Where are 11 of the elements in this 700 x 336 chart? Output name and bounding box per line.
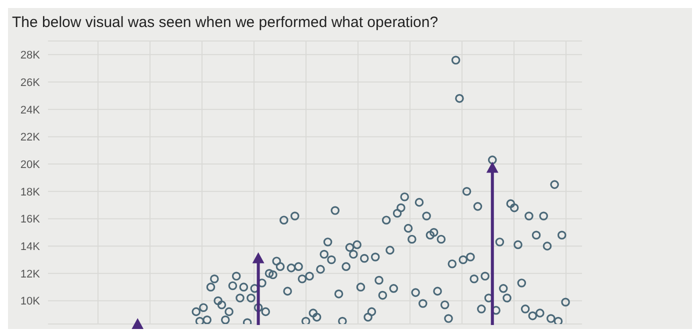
y-tick-label: 10K [20, 296, 41, 308]
y-tick-label: 20K [20, 158, 41, 171]
y-tick-label: 16K [20, 214, 41, 226]
y-tick-label: 26K [20, 76, 41, 89]
y-tick-label: 14K [20, 240, 41, 253]
y-tick-label: 18K [20, 186, 41, 198]
y-tick-label: 12K [20, 268, 41, 280]
y-tick-label: 24K [20, 104, 41, 116]
y-tick-label: 22K [20, 132, 41, 144]
chart-title: The below visual was seen when we performed what operation? [11, 13, 440, 33]
y-tick-label: 28K [20, 50, 41, 62]
